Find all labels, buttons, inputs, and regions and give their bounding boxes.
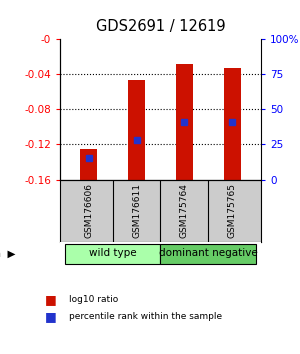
Bar <box>160 244 256 264</box>
Text: GSM175764: GSM175764 <box>180 183 189 238</box>
Text: ■: ■ <box>45 293 57 306</box>
Text: dominant negative: dominant negative <box>159 248 258 258</box>
Text: GSM175765: GSM175765 <box>228 183 237 238</box>
Bar <box>65 244 160 264</box>
Bar <box>224 68 241 179</box>
Text: wild type: wild type <box>89 248 136 258</box>
Text: GDS2691 / 12619: GDS2691 / 12619 <box>96 19 225 34</box>
Text: strain  ▶: strain ▶ <box>0 248 16 258</box>
Text: GSM176606: GSM176606 <box>84 183 93 238</box>
Text: log10 ratio: log10 ratio <box>69 295 118 304</box>
Text: percentile rank within the sample: percentile rank within the sample <box>69 312 222 321</box>
Bar <box>176 64 193 179</box>
Bar <box>128 80 145 179</box>
Bar <box>80 149 97 179</box>
Text: ■: ■ <box>45 310 57 323</box>
Text: GSM176611: GSM176611 <box>132 183 141 238</box>
